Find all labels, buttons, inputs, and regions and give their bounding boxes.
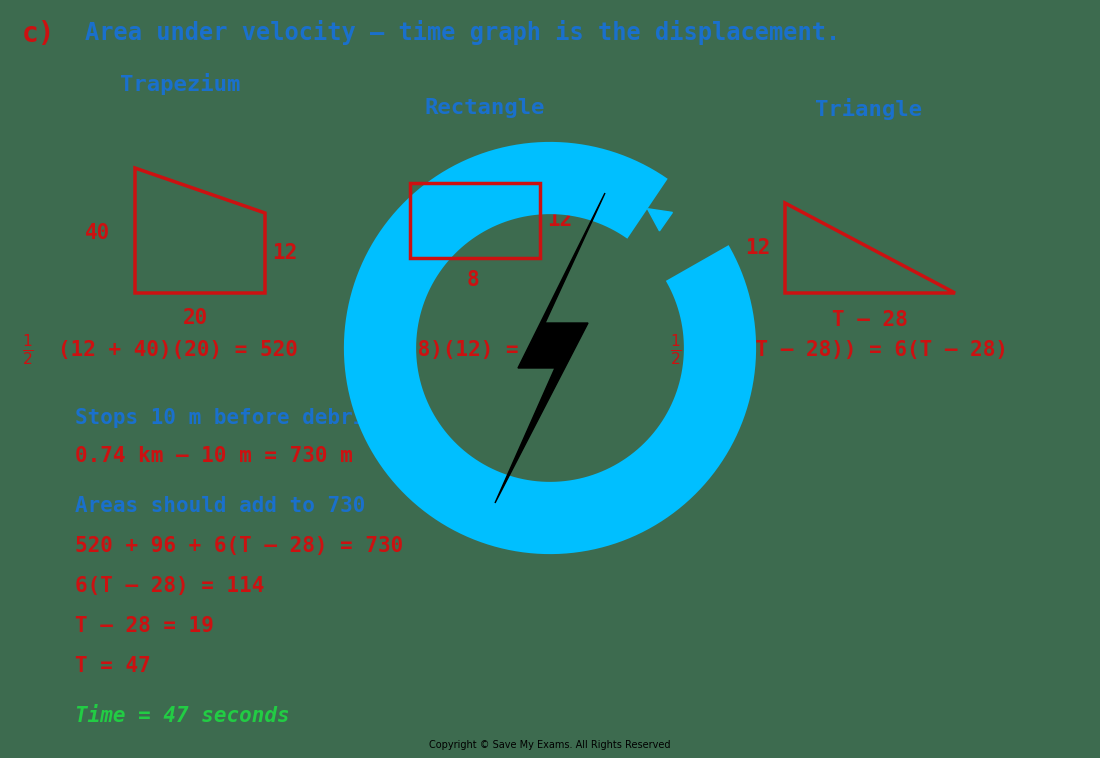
Text: Time = 47 seconds: Time = 47 seconds [75, 706, 289, 726]
Text: Stops 10 m before debris: Stops 10 m before debris [75, 406, 378, 428]
Text: 12: 12 [745, 238, 770, 258]
Text: (12 + 40)(20) = 520: (12 + 40)(20) = 520 [58, 340, 298, 360]
Text: T – 28 = 19: T – 28 = 19 [75, 616, 213, 636]
Text: c): c) [22, 20, 55, 48]
Text: 40: 40 [85, 223, 110, 243]
Polygon shape [495, 193, 605, 503]
Text: 12: 12 [272, 243, 297, 263]
Text: (8)(12) = 96: (8)(12) = 96 [405, 340, 557, 360]
Text: 12: 12 [547, 210, 572, 230]
Text: T = 47: T = 47 [75, 656, 151, 676]
Text: Trapezium: Trapezium [120, 73, 241, 95]
Text: Rectangle: Rectangle [425, 98, 546, 118]
Text: $\frac{1}{2}$: $\frac{1}{2}$ [22, 333, 34, 368]
Text: Area under velocity – time graph is the displacement.: Area under velocity – time graph is the … [85, 20, 840, 45]
Text: (12(T – 28)) = 6(T – 28): (12(T – 28)) = 6(T – 28) [705, 340, 1008, 360]
Text: Copyright © Save My Exams. All Rights Reserved: Copyright © Save My Exams. All Rights Re… [429, 740, 671, 750]
Text: 20: 20 [183, 308, 208, 328]
Text: 8: 8 [466, 270, 480, 290]
Text: Areas should add to 730: Areas should add to 730 [75, 496, 365, 516]
Text: $\frac{1}{2}$: $\frac{1}{2}$ [670, 333, 682, 368]
Polygon shape [648, 208, 672, 231]
Text: 6(T – 28) = 114: 6(T – 28) = 114 [75, 576, 264, 596]
Text: 520 + 96 + 6(T – 28) = 730: 520 + 96 + 6(T – 28) = 730 [75, 536, 404, 556]
Text: 0.74 km – 10 m = 730 m: 0.74 km – 10 m = 730 m [75, 446, 353, 466]
Text: T – 28: T – 28 [832, 310, 908, 330]
Text: Triangle: Triangle [815, 98, 922, 120]
